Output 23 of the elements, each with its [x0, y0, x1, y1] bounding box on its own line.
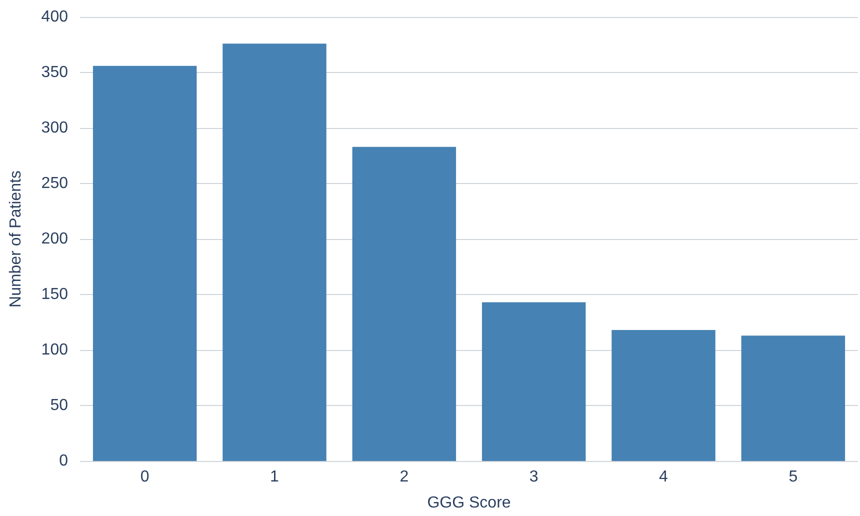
x-tick-label: 3: [529, 468, 538, 486]
bar: [352, 146, 456, 461]
bar: [612, 330, 716, 461]
x-tick-label: 0: [140, 468, 150, 486]
x-axis-title: GGG Score: [427, 494, 511, 512]
y-tick-label: 50: [50, 397, 68, 414]
y-tick-label: 200: [41, 230, 68, 248]
x-tick-label: 5: [788, 468, 798, 486]
x-tick-label: 1: [270, 468, 280, 486]
x-tick-label: 2: [400, 468, 409, 486]
y-tick-label: 400: [41, 8, 68, 26]
y-tick-label: 350: [41, 64, 68, 81]
bar: [741, 336, 846, 461]
bar: [222, 44, 326, 461]
y-tick-label: 250: [41, 175, 68, 192]
bar: [482, 302, 586, 461]
y-tick-label: 300: [41, 120, 68, 136]
y-tick-label: 0: [59, 452, 68, 470]
bar: [92, 66, 197, 461]
y-tick-label: 100: [41, 342, 68, 358]
y-axis-title: Number of Patients: [8, 170, 24, 308]
y-tick-label: 150: [41, 286, 68, 303]
x-tick-label: 4: [659, 468, 668, 486]
